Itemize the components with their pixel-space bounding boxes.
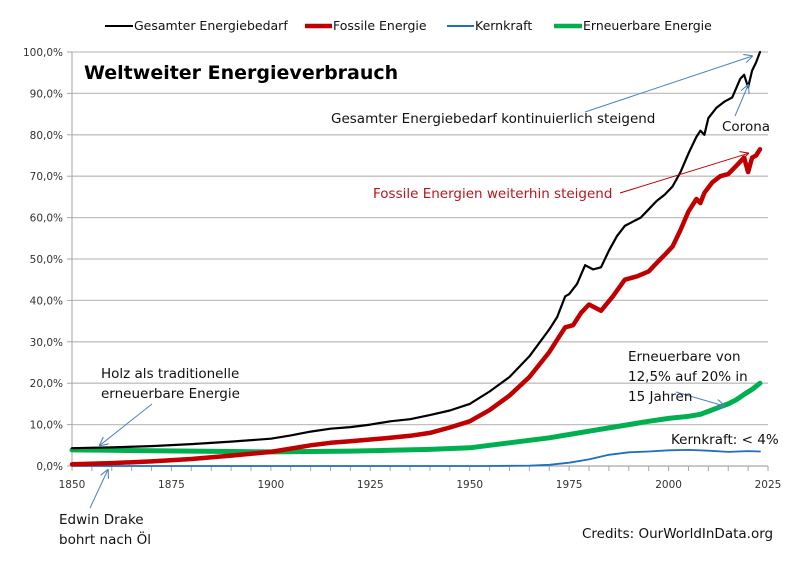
annotation-arrow-fossil — [619, 153, 748, 194]
y-tick-label: 100,0% — [23, 47, 63, 59]
legend-item-erneuerbar[interactable]: Erneuerbare Energie — [554, 18, 712, 33]
annotation-kern: Kernkraft: < 4% — [671, 432, 779, 448]
chart-title: Weltweiter Energieverbrauch — [84, 62, 398, 84]
x-axis: 1850 1875 1900 1925 1950 1975 2000 2025 — [59, 466, 782, 491]
y-tick-label: 50,0% — [30, 254, 63, 266]
y-tick-label: 70,0% — [30, 171, 63, 183]
x-tick-label: 1925 — [357, 479, 384, 491]
annotation-corona: Corona — [722, 119, 770, 135]
annotation-fossil: Fossile Energien weiterhin steigend — [373, 186, 612, 202]
legend: Gesamter Energiebedarf Fossile Energie K… — [105, 18, 712, 33]
annotation-arrow-gesamt — [584, 56, 752, 113]
annotation-drake-line2: bohrt nach Öl — [59, 530, 151, 548]
legend-label-erneuerbar: Erneuerbare Energie — [583, 18, 712, 33]
y-tick-label: 80,0% — [30, 130, 63, 142]
y-tick-label: 0,0% — [36, 461, 63, 473]
legend-label-fossil: Fossile Energie — [333, 18, 427, 33]
annotation-erneuerbar-line1: Erneuerbare von — [628, 349, 741, 365]
annotation-drake-line1: Edwin Drake — [59, 512, 144, 528]
annotation-arrow-corona — [734, 85, 748, 117]
x-tick-label: 1875 — [158, 479, 185, 491]
y-tick-label: 40,0% — [30, 295, 63, 307]
x-tick-label: 1900 — [257, 479, 284, 491]
annotation-holz-line1: Holz als traditionelle — [101, 366, 239, 382]
x-tick-label: 1850 — [59, 479, 86, 491]
y-axis: 0,0% 10,0% 20,0% 30,0% 40,0% 50,0% 60,0% 70,0% 8… — [23, 47, 73, 473]
y-tick-label: 60,0% — [30, 213, 63, 225]
x-tick-label: 1975 — [556, 479, 583, 491]
legend-item-gesamt[interactable]: Gesamter Energiebedarf — [105, 18, 288, 33]
x-tick-label: 1950 — [456, 479, 483, 491]
annotations: Gesamter Energiebedarf kontinuierlich st… — [59, 56, 779, 548]
annotation-gesamt: Gesamter Energiebedarf kontinuierlich st… — [331, 111, 655, 127]
legend-label-gesamt: Gesamter Energiebedarf — [134, 18, 288, 33]
legend-label-kern: Kernkraft — [475, 18, 532, 33]
annotation-erneuerbar-line2: 12,5% auf 20% in — [628, 369, 748, 385]
y-tick-label: 90,0% — [30, 88, 63, 100]
series-line-gesamt — [70, 50, 762, 450]
x-tick-label: 2000 — [655, 479, 682, 491]
legend-item-fossil[interactable]: Fossile Energie — [305, 18, 427, 33]
series-line-fossil — [69, 147, 763, 467]
y-tick-label: 30,0% — [30, 337, 63, 349]
x-tick-label: 2025 — [755, 479, 782, 491]
annotation-arrow-holz — [100, 403, 153, 445]
legend-item-kern[interactable]: Kernkraft — [447, 18, 532, 33]
annotation-arrow-erneuerbar — [675, 391, 724, 406]
annotation-holz-line2: erneuerbare Energie — [101, 386, 240, 402]
annotation-arrow-drake — [89, 470, 108, 509]
series-line-kern — [71, 449, 761, 467]
y-tick-label: 20,0% — [30, 378, 63, 390]
annotation-erneuerbar-line3: 15 Jahren — [628, 389, 692, 405]
y-tick-label: 10,0% — [30, 420, 63, 432]
credits: Credits: OurWorldInData.org — [582, 526, 773, 542]
